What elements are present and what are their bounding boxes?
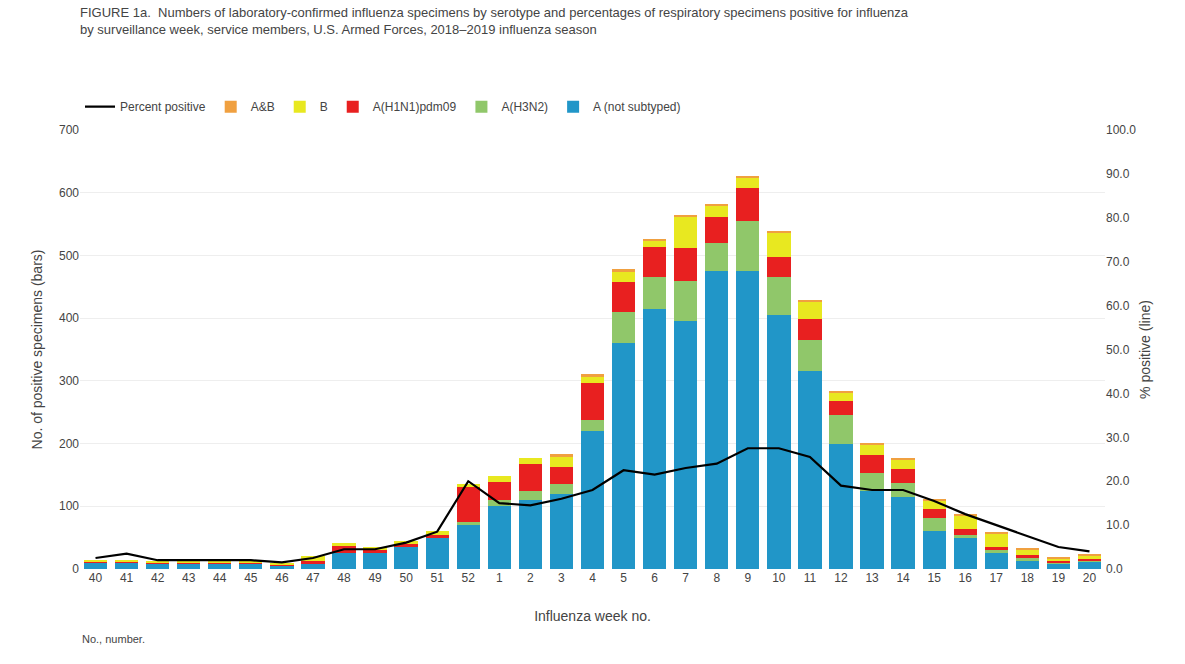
svg-text:300: 300	[59, 374, 79, 388]
svg-text:46: 46	[275, 571, 289, 585]
svg-text:12: 12	[834, 571, 848, 585]
svg-text:11: 11	[804, 571, 817, 585]
svg-text:FIGURE 1a. Numbers of laborat: FIGURE 1a. Numbers of laboratory-confirm…	[80, 5, 909, 37]
svg-text:A(H3N2): A(H3N2)	[501, 100, 548, 114]
svg-text:19: 19	[1052, 571, 1066, 585]
svg-text:15: 15	[927, 571, 941, 585]
svg-text:44: 44	[213, 571, 227, 585]
svg-text:% positive (line): % positive (line)	[1137, 300, 1153, 399]
svg-text:7: 7	[682, 571, 689, 585]
svg-text:B: B	[320, 100, 328, 114]
svg-text:A(H1N1)pdm09: A(H1N1)pdm09	[373, 100, 457, 114]
svg-text:50.0: 50.0	[1106, 343, 1130, 357]
svg-text:500: 500	[59, 249, 79, 263]
svg-text:18: 18	[1021, 571, 1035, 585]
svg-text:16: 16	[959, 571, 973, 585]
svg-text:A&B: A&B	[251, 100, 275, 114]
svg-text:6: 6	[651, 571, 658, 585]
svg-text:41: 41	[120, 571, 134, 585]
svg-text:No. of positive specimens (bar: No. of positive specimens (bars)	[29, 250, 45, 450]
svg-text:48: 48	[337, 571, 351, 585]
svg-text:51: 51	[431, 571, 445, 585]
svg-text:40: 40	[89, 571, 103, 585]
svg-text:0: 0	[72, 562, 79, 576]
svg-text:100: 100	[59, 499, 79, 513]
svg-text:9: 9	[744, 571, 751, 585]
svg-text:200: 200	[59, 437, 79, 451]
svg-text:700: 700	[59, 123, 79, 137]
svg-text:10.0: 10.0	[1106, 518, 1130, 532]
svg-text:Percent positive: Percent positive	[120, 100, 206, 114]
svg-text:40.0: 40.0	[1106, 387, 1130, 401]
svg-text:49: 49	[368, 571, 382, 585]
svg-text:20: 20	[1083, 571, 1097, 585]
svg-text:2: 2	[527, 571, 534, 585]
svg-text:100.0: 100.0	[1106, 123, 1136, 137]
svg-text:400: 400	[59, 311, 79, 325]
svg-text:47: 47	[306, 571, 320, 585]
svg-text:52: 52	[462, 571, 476, 585]
svg-text:50: 50	[399, 571, 413, 585]
svg-text:90.0: 90.0	[1106, 167, 1130, 181]
svg-text:13: 13	[865, 571, 879, 585]
svg-text:600: 600	[59, 186, 79, 200]
svg-text:3: 3	[558, 571, 565, 585]
svg-text:43: 43	[182, 571, 196, 585]
svg-text:10: 10	[772, 571, 786, 585]
svg-text:8: 8	[713, 571, 720, 585]
svg-text:20.0: 20.0	[1106, 474, 1130, 488]
svg-text:17: 17	[990, 571, 1004, 585]
svg-text:42: 42	[151, 571, 165, 585]
svg-text:60.0: 60.0	[1106, 299, 1130, 313]
svg-text:0.0: 0.0	[1106, 562, 1123, 576]
svg-text:No., number.: No., number.	[82, 633, 145, 645]
svg-text:70.0: 70.0	[1106, 255, 1130, 269]
svg-text:4: 4	[589, 571, 596, 585]
svg-text:45: 45	[244, 571, 258, 585]
svg-text:80.0: 80.0	[1106, 211, 1130, 225]
svg-text:A (not subtyped): A (not subtyped)	[593, 100, 680, 114]
svg-text:14: 14	[896, 571, 910, 585]
svg-text:1: 1	[496, 571, 503, 585]
svg-text:Influenza week no.: Influenza week no.	[534, 608, 651, 624]
svg-text:30.0: 30.0	[1106, 431, 1130, 445]
svg-text:5: 5	[620, 571, 627, 585]
